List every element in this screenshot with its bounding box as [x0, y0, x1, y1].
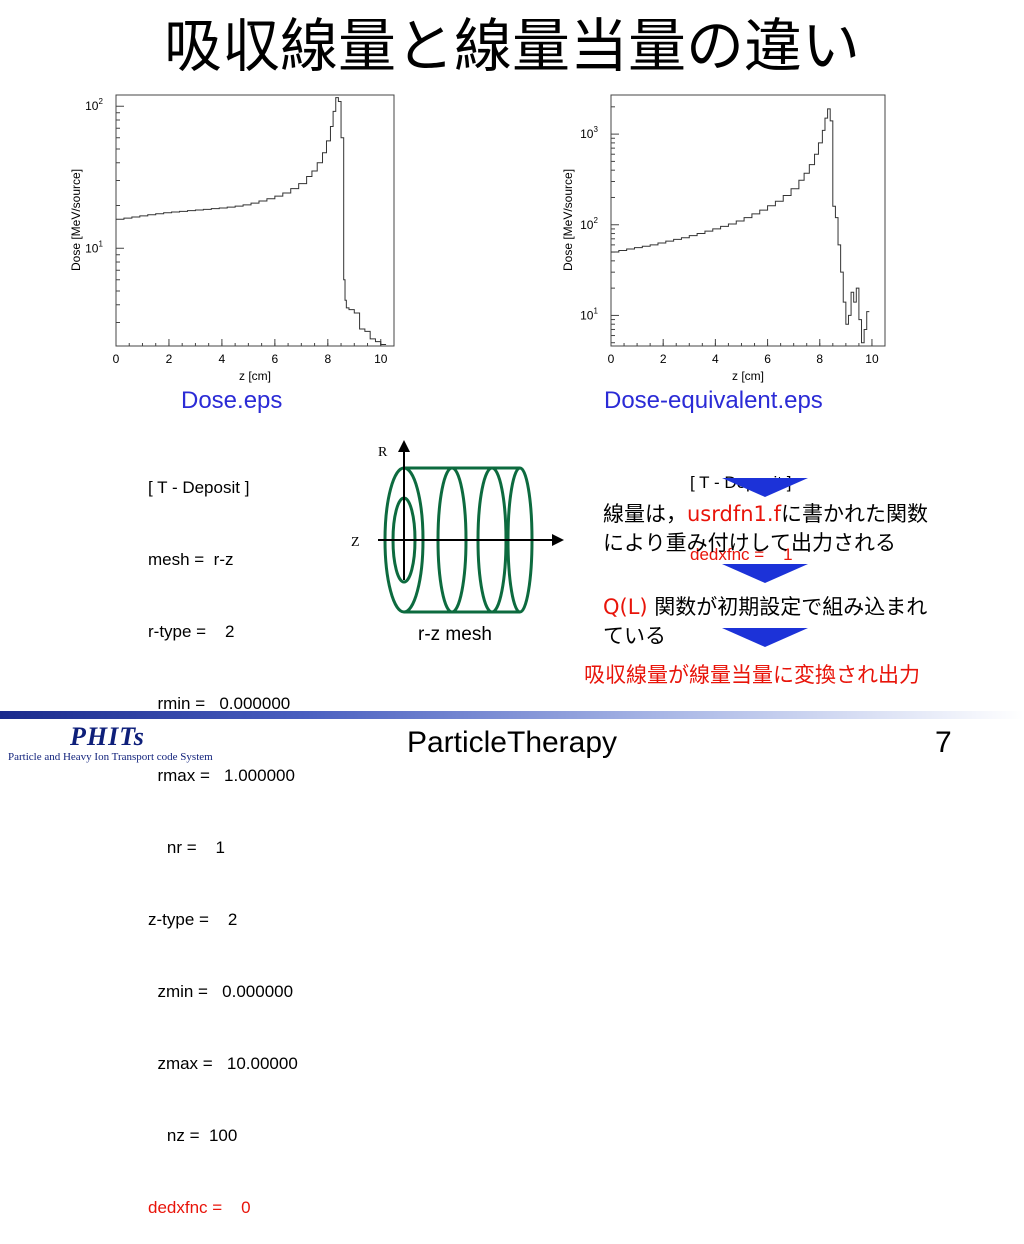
explanation-text: に書かれた関数 [780, 502, 928, 526]
code-line: zmax = 10.00000 [148, 1054, 298, 1073]
z-axis-arrow-icon [552, 534, 564, 546]
x-tick-label: 0 [113, 352, 120, 366]
x-tick-label: 4 [219, 352, 226, 366]
x-tick-label: 10 [865, 352, 879, 366]
usrdfn-filename: usrdfn1.f [687, 502, 781, 526]
dedxfnc-line: dedxfnc = 1 [690, 545, 793, 564]
code-line: z-type = 2 [148, 910, 238, 929]
code-line: zmin = 0.000000 [148, 982, 294, 1001]
explanation-text: により重み付けして出力される [603, 531, 896, 555]
y-tick-label: 102 [85, 97, 103, 113]
page-title: 吸収線量と線量当量の違い [163, 12, 860, 80]
x-tick-label: 8 [324, 352, 331, 366]
x-tick-label: 2 [660, 352, 667, 366]
code-line: r-type = 2 [148, 622, 235, 641]
x-tick-label: 8 [816, 352, 823, 366]
dedxfnc-line: dedxfnc = 0 [148, 1198, 251, 1217]
right-plot-ylabel: Dose [MeV/source] [561, 169, 575, 271]
code-line: nz = 100 [148, 1126, 238, 1145]
y-tick-label: 101 [85, 239, 103, 255]
explanation-2: Q(L) 関数が初期設定で組み込まれ ている [603, 593, 927, 651]
footer-bar [0, 711, 1024, 719]
code-line: [ T - Deposit ] [148, 478, 250, 497]
x-tick-label: 10 [374, 352, 388, 366]
phits-logo-subtitle: Particle and Heavy Ion Transport code Sy… [8, 751, 213, 763]
z-axis-label: Z [351, 535, 360, 550]
right-plot-caption: Dose-equivalent.eps [604, 387, 823, 414]
ql-function: Q(L) [603, 595, 648, 619]
x-tick-label: 6 [764, 352, 771, 366]
left-plot-xlabel: z [cm] [239, 369, 271, 383]
conclusion-text: 吸収線量が線量当量に変換され出力 [584, 663, 920, 687]
mesh-caption: r-z mesh [418, 624, 492, 645]
left-plot-caption: Dose.eps [181, 387, 283, 414]
left-plot-ylabel: Dose [MeV/source] [69, 169, 83, 271]
explanation-1: 線量は，usrdfn1.fに書かれた関数 により重み付けして出力される [603, 500, 928, 558]
left-plot-series-line [116, 97, 387, 346]
tally-input-left: [ T - Deposit ] mesh = r-z r-type = 2 rm… [148, 428, 298, 1244]
explanation-text: ている [603, 624, 666, 648]
x-tick-label: 0 [608, 352, 615, 366]
page-number: 7 [935, 726, 952, 759]
code-line: mesh = r-z [148, 550, 234, 569]
x-tick-label: 4 [712, 352, 719, 366]
right-plot-series-line [611, 108, 870, 344]
r-axis-arrow-icon [398, 440, 410, 452]
y-tick-label: 103 [580, 125, 598, 141]
explanation-text: 関数が初期設定で組み込まれ [647, 595, 928, 619]
code-line: rmin = 0.000000 [148, 694, 291, 713]
code-line: [ T - Deposit ] [690, 473, 792, 492]
code-line: nr = 1 [148, 838, 226, 857]
x-tick-label: 6 [272, 352, 279, 366]
x-tick-label: 2 [166, 352, 173, 366]
footer-title: ParticleTherapy [406, 726, 618, 759]
y-tick-label: 102 [580, 216, 598, 232]
right-plot-xlabel: z [cm] [732, 369, 764, 383]
r-axis-label: R [378, 445, 388, 460]
y-tick-label: 101 [580, 306, 598, 322]
left-plot-frame [115, 94, 395, 347]
explanation-text: 線量は， [603, 502, 687, 526]
phits-logo: PHITs [70, 722, 145, 751]
right-plot-frame [610, 94, 886, 347]
